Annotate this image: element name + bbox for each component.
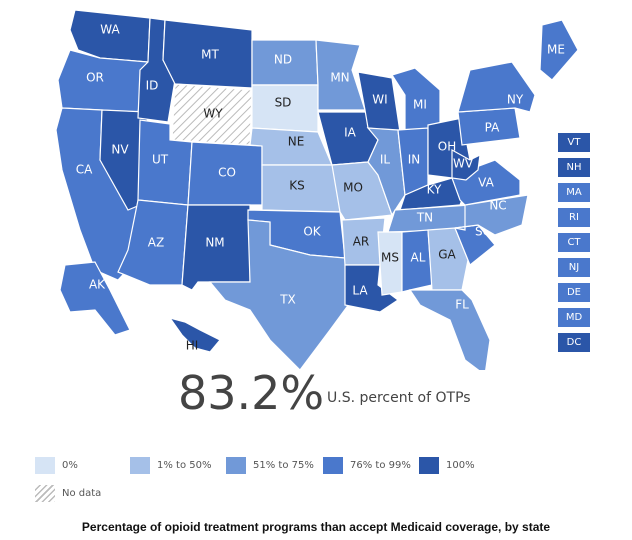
state-label-nc: NC: [489, 199, 506, 213]
state-label-wi: WI: [372, 93, 387, 107]
legend-item-1-50pct: 1% to 50%: [130, 457, 212, 474]
legend-item-no-data: No data: [35, 485, 101, 502]
legend-swatch: [323, 457, 343, 474]
small-state-box-ct[interactable]: CT: [558, 233, 590, 252]
small-state-box-dc[interactable]: DC: [558, 333, 590, 352]
small-state-box-ma[interactable]: MA: [558, 183, 590, 202]
legend-swatch: [35, 485, 55, 502]
state-label-ny: NY: [507, 93, 524, 107]
small-state-box-ri[interactable]: RI: [558, 208, 590, 227]
state-ny[interactable]: [457, 61, 536, 113]
state-label-ak: AK: [89, 278, 106, 292]
state-label-ga: GA: [438, 248, 456, 262]
state-label-id: ID: [146, 79, 159, 93]
state-label-la: LA: [352, 284, 368, 298]
legend-label: 1% to 50%: [157, 460, 212, 471]
state-label-in: IN: [408, 153, 421, 167]
small-state-box-nj[interactable]: NJ: [558, 258, 590, 277]
state-label-ms: MS: [381, 251, 399, 265]
state-label-ks: KS: [289, 179, 305, 193]
legend-label: 0%: [62, 460, 78, 471]
state-label-il: IL: [380, 153, 391, 167]
legend-item-76-99pct: 76% to 99%: [323, 457, 411, 474]
state-label-mn: MN: [330, 71, 349, 85]
state-label-sd: SD: [275, 96, 292, 110]
state-label-nd: ND: [274, 53, 292, 67]
legend-item-100pct: 100%: [419, 457, 475, 474]
state-label-me: ME: [547, 43, 565, 57]
state-label-wv: WV: [453, 157, 474, 171]
legend-swatch: [419, 457, 439, 474]
legend-label: 76% to 99%: [350, 460, 411, 471]
state-label-ut: UT: [152, 153, 169, 167]
us-percent-value: 83.2%: [178, 366, 325, 420]
state-label-ca: CA: [76, 163, 93, 177]
state-label-mt: MT: [201, 48, 219, 62]
state-ga[interactable]: [427, 227, 469, 291]
legend-swatch: [130, 457, 150, 474]
state-nc[interactable]: [454, 194, 529, 236]
state-label-tn: TN: [416, 211, 433, 225]
state-al[interactable]: [401, 229, 433, 293]
state-label-tx: TX: [279, 293, 296, 307]
state-label-az: AZ: [148, 236, 164, 250]
legend-label: 51% to 75%: [253, 460, 314, 471]
state-ms[interactable]: [377, 231, 403, 296]
state-mt[interactable]: [162, 19, 253, 89]
state-label-va: VA: [478, 176, 494, 190]
state-label-nv: NV: [111, 143, 129, 157]
legend-label: No data: [62, 488, 102, 499]
state-label-ia: IA: [344, 126, 357, 140]
small-state-box-md[interactable]: MD: [558, 308, 590, 327]
state-label-mi: MI: [413, 98, 427, 112]
state-label-hi: HI: [186, 339, 199, 353]
state-label-pa: PA: [485, 121, 500, 135]
state-label-fl: FL: [455, 298, 469, 312]
small-state-box-vt[interactable]: VT: [558, 133, 590, 152]
small-state-box-de[interactable]: DE: [558, 283, 590, 302]
legend-item-51-75pct: 51% to 75%: [226, 457, 314, 474]
state-label-co: CO: [218, 166, 236, 180]
state-label-ky: KY: [427, 183, 442, 197]
legend-swatch: [35, 457, 55, 474]
us-percent-label: U.S. percent of OTPs: [327, 390, 471, 406]
legend-swatch: [226, 457, 246, 474]
legend-label: 100%: [446, 460, 475, 471]
state-label-ar: AR: [353, 235, 370, 249]
state-label-wy: WY: [203, 107, 223, 121]
state-label-nm: NM: [205, 236, 224, 250]
state-wv[interactable]: [451, 148, 481, 181]
state-me[interactable]: [539, 19, 579, 81]
map-caption: Percentage of opioid treatment programs …: [81, 520, 551, 534]
us-choropleth-map: WA OR CA NV ID MT WY UT CO AZ NM ND SD NE KS OK TX MN IA MO…: [55, 9, 579, 370]
state-label-ne: NE: [288, 135, 305, 149]
state-label-wa: WA: [100, 23, 120, 37]
state-fl[interactable]: [408, 289, 491, 370]
legend-item-0pct: 0%: [35, 457, 78, 474]
state-label-ok: OK: [303, 225, 321, 239]
state-label-mo: MO: [343, 181, 363, 195]
state-hi[interactable]: [168, 316, 221, 353]
state-ak[interactable]: [59, 261, 131, 336]
small-state-box-nh[interactable]: NH: [558, 158, 590, 177]
state-label-or: OR: [86, 71, 104, 85]
state-tx[interactable]: [208, 219, 353, 370]
state-nm[interactable]: [181, 204, 251, 291]
state-label-al: AL: [411, 251, 426, 265]
